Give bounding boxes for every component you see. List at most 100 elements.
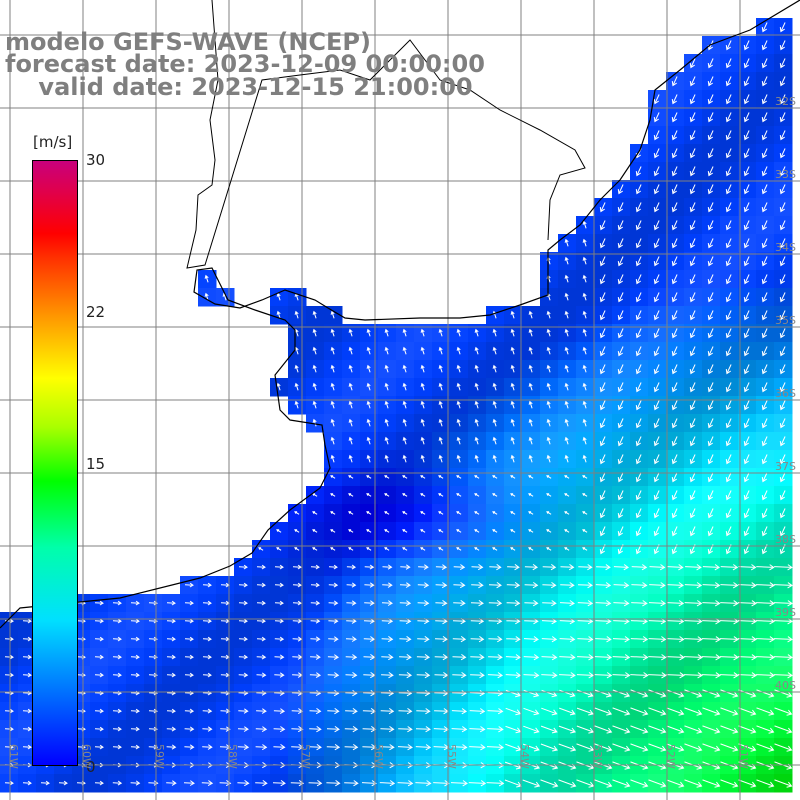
wind-arrow [273, 743, 286, 751]
wind-arrow [599, 346, 606, 357]
wind-arrow [761, 202, 768, 213]
wind-arrow [438, 493, 444, 497]
wind-arrow [725, 364, 732, 375]
wind-arrow [689, 274, 696, 285]
wind-arrow [399, 582, 411, 588]
wind-arrow [505, 672, 522, 679]
wind-arrow [671, 184, 678, 195]
wind-arrow [492, 346, 497, 355]
wind-arrow [505, 689, 521, 698]
wind-arrow [671, 94, 678, 105]
wind-arrow [434, 635, 448, 643]
wind-arrow [510, 382, 515, 391]
wind-arrow [630, 636, 649, 643]
wind-arrow [648, 636, 667, 643]
wind-arrow [528, 346, 533, 355]
wind-arrow [326, 725, 340, 733]
wind-arrow [542, 581, 557, 589]
wind-arrow [540, 779, 559, 788]
wind-arrow [510, 310, 515, 319]
wind-arrow [653, 310, 660, 321]
wind-arrow [546, 400, 551, 409]
wind-arrow [743, 436, 750, 447]
wind-arrow [779, 292, 786, 303]
wind-arrow [452, 690, 467, 697]
wind-arrow [599, 256, 606, 267]
wind-arrow [456, 493, 462, 497]
wind-arrow [648, 725, 667, 734]
wind-arrow [474, 418, 479, 427]
wind-arrow [366, 400, 371, 409]
wind-arrow [438, 529, 444, 533]
wind-arrow [707, 76, 714, 87]
wind-arrow [330, 475, 336, 479]
wind-arrow [648, 707, 667, 716]
wind-arrow [474, 346, 479, 355]
wind-arrow [546, 454, 551, 463]
wind-arrow [779, 310, 786, 321]
wind-arrow [438, 547, 444, 551]
wind-arrow [653, 202, 660, 213]
wind-arrow [292, 564, 302, 570]
wind-arrow [204, 274, 209, 283]
wind-arrow [707, 58, 714, 69]
wind-arrow [635, 382, 642, 393]
wind-arrow [456, 511, 462, 515]
wind-arrow [398, 707, 413, 715]
wind-arrow [666, 689, 685, 698]
wind-arrow [528, 511, 534, 515]
wind-arrow [488, 654, 503, 661]
wind-arrow [613, 600, 630, 607]
wind-arrow [453, 599, 466, 607]
wind-arrow [671, 238, 678, 249]
wind-arrow [595, 582, 612, 589]
wind-arrow [510, 493, 516, 497]
wind-arrow [381, 653, 394, 661]
wind-arrow [452, 653, 467, 661]
wind-arrow [671, 166, 678, 177]
wind-arrow [631, 564, 648, 571]
wind-arrow [635, 310, 642, 321]
wind-arrow [22, 708, 32, 714]
wind-arrow [599, 490, 606, 501]
wind-arrow [635, 184, 642, 195]
wind-arrow [761, 238, 768, 249]
wind-arrow [294, 400, 299, 409]
wind-arrow [761, 400, 768, 411]
lat-label-38s: 38S [775, 533, 796, 546]
wind-arrow [779, 526, 786, 537]
wind-arrow [779, 58, 786, 69]
wind-arrow [564, 436, 569, 445]
wind-arrow [130, 600, 140, 606]
wind-arrow [617, 454, 624, 465]
wind-arrow [725, 346, 732, 357]
wind-arrow [719, 618, 739, 625]
wind-arrow [594, 725, 613, 734]
lat-label-39s: 39S [775, 606, 796, 619]
wind-arrow [595, 636, 612, 643]
wind-arrow [291, 743, 304, 751]
wind-arrow [761, 292, 768, 303]
wind-arrow [707, 436, 714, 447]
wind-arrow [725, 472, 732, 483]
wind-arrow [312, 400, 317, 409]
wind-arrow [292, 618, 303, 624]
wind-arrow [689, 436, 696, 447]
wind-arrow [689, 472, 696, 483]
wind-arrow [671, 76, 678, 87]
wind-arrow [613, 564, 630, 571]
wind-arrow [384, 493, 390, 497]
wind-arrow [112, 600, 122, 606]
wind-arrow [528, 493, 534, 497]
wind-arrow [774, 564, 793, 571]
wind-arrow [522, 743, 540, 752]
lon-label-60w: 60W [80, 744, 93, 769]
wind-arrow [630, 672, 649, 679]
wind-arrow [702, 618, 721, 625]
wind-arrow [684, 600, 703, 607]
wind-arrow [166, 780, 177, 786]
wind-arrow [738, 725, 757, 734]
wind-arrow [4, 780, 14, 786]
wind-arrow [456, 328, 461, 337]
wind-arrow [330, 454, 335, 463]
